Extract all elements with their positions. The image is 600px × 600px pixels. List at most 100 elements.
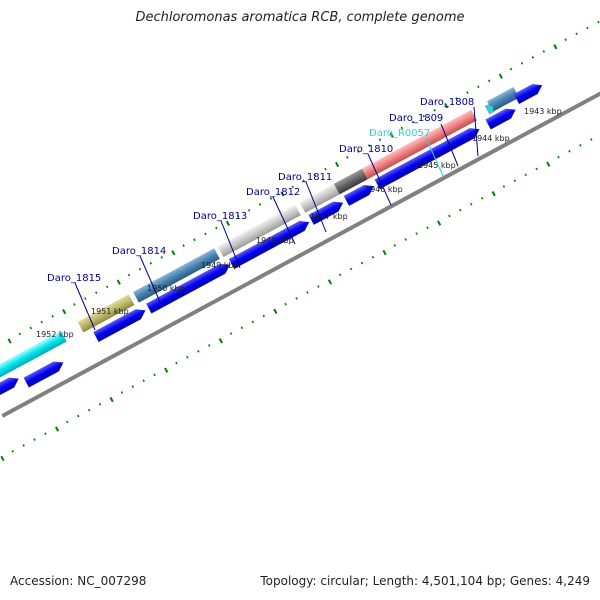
forward-cds-arrow[interactable]: [145, 260, 232, 314]
gene-category-bar[interactable]: [217, 204, 301, 258]
scale-tick: [138, 267, 142, 271]
scale-tick: [531, 55, 535, 59]
scale-tick: [535, 167, 538, 171]
scale-tick: [488, 79, 491, 83]
forward-cds-arrow[interactable]: [93, 306, 148, 343]
features[interactable]: [0, 59, 600, 409]
rna-feature[interactable]: [484, 103, 495, 115]
scale-tick: [251, 320, 255, 324]
forward-cds-arrow-shape[interactable]: [93, 306, 148, 343]
forward-cds-arrow-shape[interactable]: [23, 358, 66, 388]
scale-tick: [324, 167, 327, 171]
gene-label-leader: [305, 181, 327, 233]
gene-category-bar[interactable]: [299, 183, 340, 213]
forward-cds-arrow[interactable]: [485, 105, 519, 130]
scale-tick: [18, 332, 22, 336]
scale-tick: [109, 396, 114, 403]
scale-tick: [11, 449, 14, 453]
forward-cds-arrow-shape[interactable]: [145, 260, 232, 314]
gene-label[interactable]: Daro_1812: [246, 187, 300, 198]
scale-tick: [229, 332, 233, 336]
gene-label[interactable]: Daro_R0057: [369, 128, 430, 139]
gene-label-leader: [74, 282, 96, 331]
scale-tick: [349, 267, 353, 271]
gene-category-bar[interactable]: [487, 87, 520, 112]
gene-label[interactable]: Daro_1808: [420, 97, 474, 108]
kbp-label: 1949 kbp: [201, 261, 239, 270]
forward-cds-arrow-shape[interactable]: [485, 105, 519, 130]
scale-tick: [280, 191, 285, 197]
rna-feature-shape[interactable]: [484, 103, 495, 115]
scale-tick: [367, 144, 371, 147]
gene-label[interactable]: Daro_1810: [339, 144, 393, 155]
forward-cds-arrow[interactable]: [343, 181, 377, 207]
gene-label[interactable]: Daro_1813: [193, 211, 247, 222]
gene-category-bar[interactable]: [362, 109, 477, 180]
kbp-label: 1943 kbp: [524, 107, 562, 116]
scale-tick: [422, 114, 425, 118]
forward-cds-arrow-shape[interactable]: [308, 198, 346, 226]
scale-tick: [204, 232, 207, 236]
scale-tick: [542, 50, 546, 53]
accession-text: Accession: NC_007298: [10, 574, 147, 588]
gene-label[interactable]: Daro_1815: [47, 273, 101, 284]
scale-tick: [0, 455, 5, 462]
scale-tick: [197, 349, 200, 353]
gene-category-bar-shape[interactable]: [333, 168, 368, 195]
forward-cds-arrow-shape[interactable]: [374, 124, 482, 190]
forward-cds-arrow-shape[interactable]: [343, 181, 377, 207]
scale-tick: [415, 232, 418, 235]
scale-tick: [84, 297, 87, 300]
scale-tick: [116, 279, 121, 285]
forward-cds-arrow-shape[interactable]: [0, 374, 21, 409]
scale-tick: [568, 149, 571, 153]
gene-category-bar-shape[interactable]: [362, 109, 477, 180]
gene-label-leader: [440, 123, 459, 167]
gene-label-leader: [272, 196, 296, 245]
scale-tick: [160, 256, 163, 259]
scale-tick: [40, 320, 43, 324]
forward-cds-arrow-shape[interactable]: [513, 80, 545, 105]
scale-tick: [477, 85, 480, 89]
scale-tick: [520, 61, 524, 65]
gene-label[interactable]: Daro_1811: [278, 172, 332, 183]
scale-tick: [302, 179, 305, 183]
scale-tick: [411, 120, 415, 124]
gene-category-bar-shape[interactable]: [0, 330, 67, 395]
gene-category-bar[interactable]: [333, 168, 368, 195]
scale-tick: [426, 226, 429, 230]
forward-cds-arrow[interactable]: [513, 80, 545, 105]
gene-label[interactable]: Daro_1814: [112, 246, 166, 257]
scale-tick: [404, 238, 407, 241]
forward-cds-arrow[interactable]: [308, 198, 346, 226]
scale-tick: [579, 144, 582, 147]
forward-cds-arrow[interactable]: [0, 374, 21, 409]
scale-tick: [553, 44, 558, 50]
scale-tick: [291, 185, 294, 189]
scale-tick: [317, 285, 320, 288]
scale-tick: [66, 420, 69, 424]
forward-cds-arrow[interactable]: [374, 124, 482, 190]
scale-tick: [120, 391, 124, 394]
scale-tick: [557, 155, 560, 159]
scale-tick: [33, 438, 36, 441]
kbp-label: 1948 kbp: [256, 236, 294, 245]
scale-tick: [346, 156, 349, 159]
scale-tick: [564, 38, 567, 42]
gene-category-bar-shape[interactable]: [217, 204, 301, 258]
scale-tick: [513, 179, 517, 183]
gene-category-bar-shape[interactable]: [487, 87, 520, 112]
gene-label[interactable]: Daro_1809: [389, 113, 443, 124]
scale-tick: [575, 32, 578, 36]
scale-tick: [378, 138, 382, 142]
gene-category-bar-shape[interactable]: [299, 183, 340, 213]
scale-tick: [491, 191, 496, 197]
tick-rings: [0, 20, 600, 462]
kbp-label: 1951 kbp: [91, 307, 129, 316]
scale-tick: [437, 220, 442, 226]
scale-tick: [590, 138, 593, 141]
forward-cds-arrow[interactable]: [23, 358, 66, 388]
gene-category-bar[interactable]: [0, 330, 67, 395]
scale-tick: [400, 126, 404, 130]
